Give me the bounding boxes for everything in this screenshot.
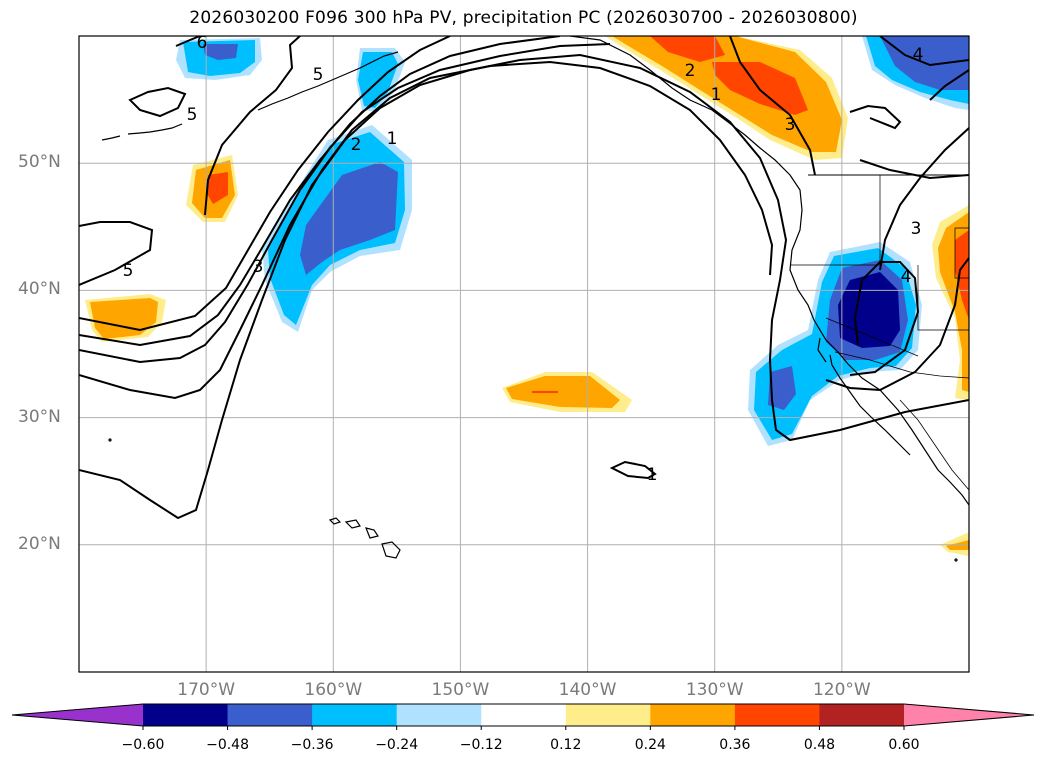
longitude-label: 120°W (812, 680, 871, 700)
colorbar-tick-label: −0.12 (459, 737, 503, 753)
pv-label: 5 (123, 261, 134, 281)
pv-label: 1 (711, 85, 722, 105)
pv-label: 1 (387, 129, 398, 149)
pv-label: 4 (901, 267, 912, 287)
map-plot: 6 5 5 5 3 2 1 1 2 3 3 4 4 1 (78, 33, 970, 673)
pv-label: 5 (313, 65, 324, 85)
colorbar (11, 703, 1035, 730)
precip-anomaly-negative-california (748, 242, 922, 446)
colorbar-tick-label: 0.36 (719, 737, 751, 753)
colorbar-tick-label: −0.48 (206, 737, 249, 753)
latitude-label: 40°N (18, 279, 61, 300)
precip-anomaly-positive-mid-pacific (502, 372, 632, 412)
precip-anomaly-positive-far-west (85, 294, 166, 342)
colorbar-extend-high (904, 704, 1034, 726)
colorbar-bin (734, 704, 820, 726)
colorbar-tick-label: −0.24 (375, 737, 419, 753)
latitude-label: 30°N (18, 406, 61, 427)
colorbar-bin (227, 704, 313, 726)
longitude-label: 160°W (304, 680, 363, 700)
map-frame (78, 35, 970, 673)
precip-anomaly-positive-170w (186, 155, 238, 222)
precip-anomaly-positive-mexico (940, 532, 969, 556)
pv-label: 4 (913, 45, 924, 65)
colorbar-tick-label: 0.60 (888, 737, 920, 753)
precip-anomaly-negative-nw (176, 38, 262, 80)
colorbar-bin (143, 704, 229, 726)
colorbar-bin (396, 704, 482, 726)
colorbar-tick-label: −0.60 (121, 737, 165, 753)
pv-label: 6 (197, 33, 208, 53)
colorbar-bin (565, 704, 651, 726)
longitude-label: 140°W (558, 680, 617, 700)
graticule (79, 36, 969, 672)
colorbar-bin (481, 704, 567, 726)
pv-label: 5 (187, 105, 198, 125)
latitude-label: 50°N (18, 152, 61, 173)
pv-label: 2 (685, 61, 696, 81)
precip-anomaly-positive-gulf-alaska (605, 36, 848, 160)
colorbar-extend-low (12, 704, 143, 726)
pv-label: 3 (785, 115, 796, 135)
pv-label: 3 (911, 219, 922, 239)
colorbar-tick-label: −0.36 (290, 737, 334, 753)
colorbar-bin (650, 704, 736, 726)
longitude-label: 170°W (177, 680, 236, 700)
colorbar-tick-label: 0.24 (634, 737, 666, 753)
latitude-label: 20°N (18, 533, 61, 554)
longitude-label: 150°W (431, 680, 490, 700)
pv-contours (79, 36, 969, 520)
colorbar-bin (312, 704, 398, 726)
pv-label: 1 (647, 465, 658, 485)
pv-label: 2 (351, 135, 362, 155)
map-title: 2026030200 F096 300 hPa PV, precipitatio… (189, 8, 858, 28)
colorbar-tick-label: 0.12 (550, 737, 582, 753)
coastlines (101, 36, 969, 562)
precip-anomaly-positive-interior-west (932, 205, 969, 400)
colorbar-tick-label: 0.48 (803, 737, 836, 753)
pv-contour-labels: 6 5 5 5 3 2 1 1 2 3 3 4 4 1 (123, 33, 924, 485)
colorbar-bin (819, 704, 905, 726)
pv-label: 3 (253, 257, 264, 277)
longitude-label: 130°W (685, 680, 744, 700)
